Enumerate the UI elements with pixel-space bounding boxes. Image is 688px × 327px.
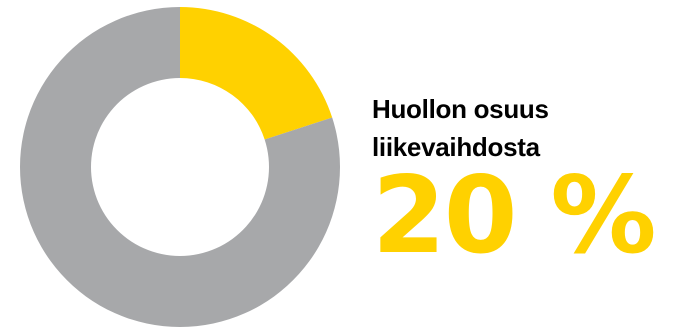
caption-line-2: liikevaihdosta [372, 132, 540, 162]
donut-slice-2 [20, 7, 340, 327]
donut-chart [20, 7, 340, 327]
highlight-percentage: 20 % [372, 154, 657, 277]
chart-caption: Huollon osuus liikevaihdosta [372, 90, 682, 166]
donut-slice-1 [180, 7, 333, 140]
caption-line-1: Huollon osuus [372, 94, 549, 124]
